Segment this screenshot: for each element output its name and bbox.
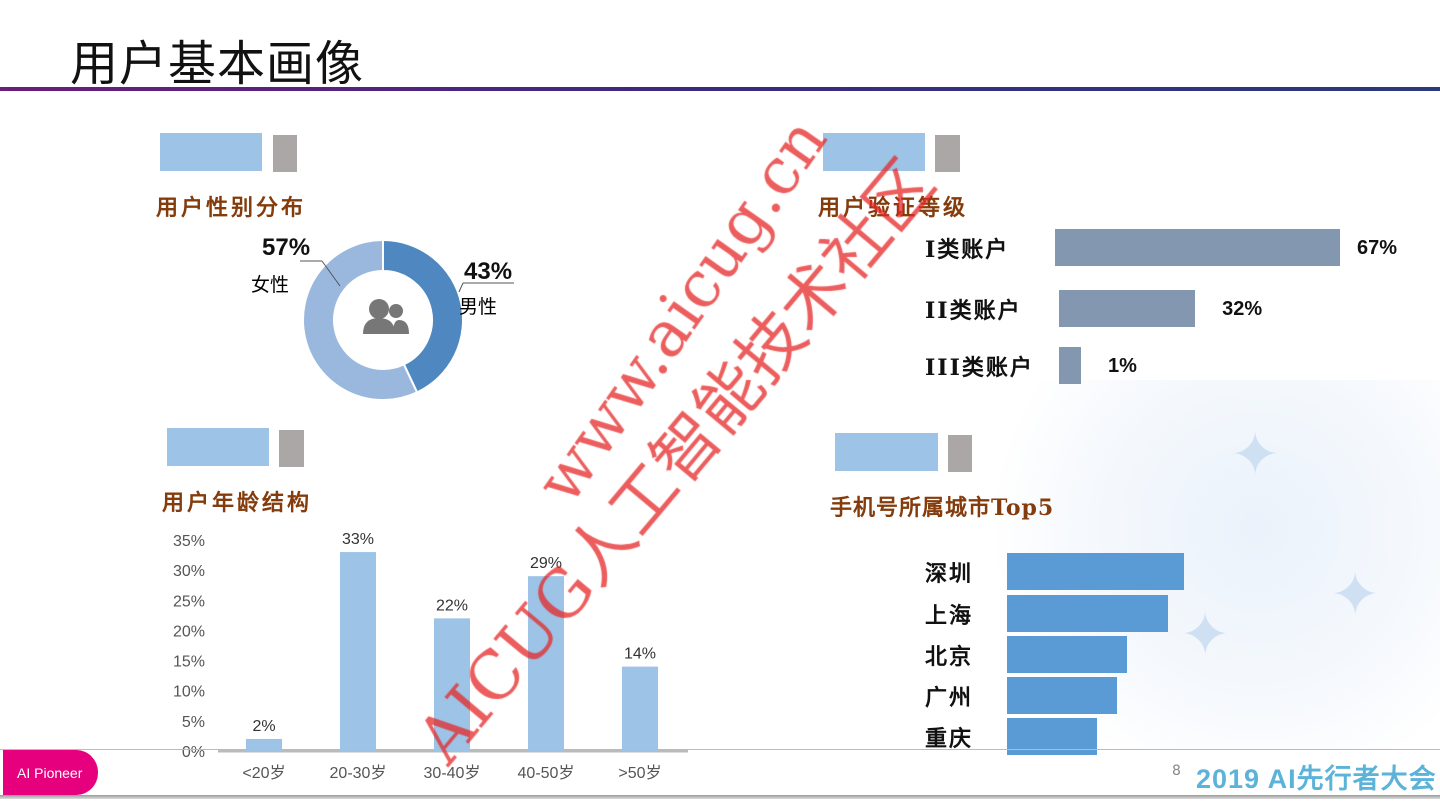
verify-category-label: III类账户 [925,355,1034,381]
female-percent: 57% [262,234,311,261]
age-bar [434,618,470,751]
users-icon [363,299,409,334]
page-number: 8 [1172,763,1181,779]
verify-value-label: 32% [1222,298,1263,320]
verify-value-label: 1% [1108,355,1137,377]
city-bar [1007,553,1184,590]
verify-bar [1055,229,1340,266]
age-bar [622,666,658,751]
age-bar [340,552,376,751]
city-bar [1007,595,1169,632]
female-label: 女性 [251,274,290,296]
x-tick-label: 30-40岁 [424,764,481,782]
section-marker [835,433,938,471]
verify-bar [1059,290,1196,327]
sparkle-decoration: ✦ [1230,420,1281,490]
verify-category-label: II类账户 [925,298,1022,324]
verify-category-label: I类账户 [925,237,1010,263]
section-marker [823,133,925,171]
y-tick-label: 25% [173,593,205,610]
x-tick-label: 40-50岁 [518,764,575,782]
footer-divider [0,749,1440,750]
section-marker [935,135,960,172]
bar-value-label: 2% [252,718,275,735]
x-tick-label: 20-30岁 [330,764,387,782]
x-tick-label: >50岁 [618,764,661,782]
y-tick-label: 5% [182,714,205,731]
city-bar [1007,636,1128,673]
y-tick-label: 20% [173,623,205,640]
male-label: 男性 [459,296,498,318]
conference-logo: 2019 AI先行者大会 [1196,764,1437,794]
bar-value-label: 14% [624,646,656,663]
verify-value-label: 67% [1357,237,1398,259]
y-tick-label: 35% [173,533,205,550]
section-marker [279,430,304,467]
section-marker [948,435,972,472]
bar-value-label: 29% [530,555,562,572]
y-tick-label: 30% [173,563,205,580]
sparkle-decoration: ✦ [1180,600,1231,670]
y-tick-label: 0% [182,744,205,761]
city-label: 深圳 [925,561,974,587]
sparkle-decoration: ✦ [1330,560,1381,630]
city-label: 北京 [925,644,974,670]
section-title-verify: 用户验证等级 [818,195,969,221]
bar-value-label: 22% [436,597,468,614]
section-marker [167,428,269,466]
ai-pioneer-tab: AI Pioneer [0,750,98,795]
y-tick-label: 15% [173,654,205,671]
bar-value-label: 33% [342,531,374,548]
city-label: 广州 [925,685,974,711]
y-tick-label: 10% [173,684,205,701]
age-bar [528,576,564,751]
footer-shadow [0,795,1440,799]
gender-donut-chart [300,238,514,401]
section-title-age: 用户年龄结构 [162,490,313,516]
male-percent: 43% [464,258,513,285]
city-label: 上海 [925,603,974,629]
x-tick-label: <20岁 [242,764,285,782]
section-title-city: 手机号所属城市Top5 [830,495,1055,521]
verify-bar [1059,347,1081,384]
city-bar [1007,677,1117,714]
